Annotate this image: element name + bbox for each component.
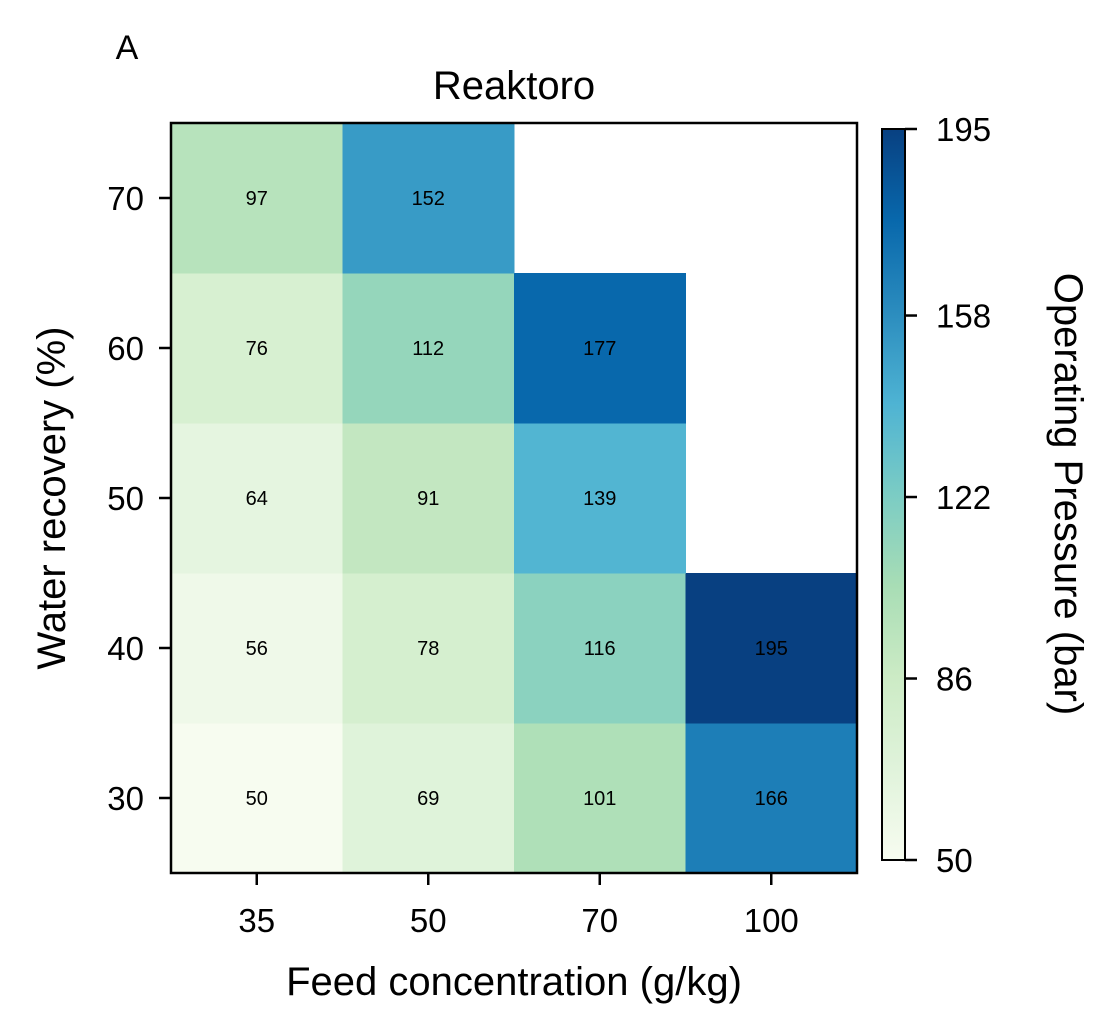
x-tick-label: 100 bbox=[744, 902, 799, 939]
heatmap-cell bbox=[342, 723, 515, 874]
x-tick-label: 35 bbox=[238, 902, 275, 939]
cell-value-label: 50 bbox=[246, 788, 268, 810]
x-axis-ticks: 35 50 70 100 bbox=[238, 873, 799, 939]
colorbar-label: Operating Pressure (bar) bbox=[1046, 273, 1090, 715]
heatmap-cells bbox=[171, 123, 858, 874]
cell-value-label: 91 bbox=[417, 488, 439, 510]
colorbar-tick-label: 195 bbox=[936, 111, 991, 148]
heatmap-cell bbox=[171, 123, 343, 274]
cell-value-label: 101 bbox=[583, 788, 616, 810]
heatmap-cell bbox=[171, 423, 343, 574]
cell-value-label: 69 bbox=[417, 788, 439, 810]
colorbar bbox=[881, 128, 906, 861]
heatmap-cell bbox=[342, 123, 515, 274]
y-axis-label: Water recovery (%) bbox=[30, 326, 74, 669]
y-tick-label: 70 bbox=[107, 180, 144, 217]
cell-value-label: 152 bbox=[412, 188, 445, 210]
heatmap-cell bbox=[514, 273, 686, 424]
heatmap-cell bbox=[514, 723, 686, 874]
heatmap-cell bbox=[514, 423, 686, 574]
cell-labels: 50 69 101 166 56 78 116 195 64 91 139 76 112 177 97 152 bbox=[246, 188, 788, 810]
cell-value-label: 195 bbox=[755, 638, 788, 660]
cell-value-label: 64 bbox=[246, 488, 268, 510]
cell-value-label: 78 bbox=[417, 638, 439, 660]
panel-label: A bbox=[116, 29, 139, 67]
cell-value-label: 97 bbox=[246, 188, 268, 210]
y-axis-ticks: 30 40 50 60 70 bbox=[107, 180, 171, 817]
cell-value-label: 116 bbox=[584, 638, 616, 660]
colorbar-ticks: 50 86 122 158 195 bbox=[905, 111, 991, 879]
heatmap-cell bbox=[685, 723, 858, 874]
x-tick-label: 50 bbox=[410, 902, 447, 939]
chart-title: Reaktoro bbox=[433, 64, 595, 108]
cell-value-label: 177 bbox=[583, 338, 616, 360]
cell-value-label: 139 bbox=[583, 488, 616, 510]
colorbar-tick-label: 158 bbox=[936, 298, 991, 335]
cell-value-label: 76 bbox=[246, 338, 268, 360]
colorbar-tick-label: 86 bbox=[936, 661, 973, 698]
y-tick-label: 50 bbox=[107, 480, 144, 517]
cell-value-label: 166 bbox=[755, 788, 788, 810]
colorbar-tick-label: 50 bbox=[936, 842, 973, 879]
y-tick-label: 60 bbox=[107, 330, 144, 367]
y-tick-label: 40 bbox=[107, 630, 144, 667]
heatmap-cell bbox=[171, 723, 343, 874]
heatmap-cell bbox=[171, 573, 343, 724]
x-axis-label: Feed concentration (g/kg) bbox=[286, 960, 742, 1004]
colorbar-tick-label: 122 bbox=[936, 479, 991, 516]
heatmap-cell bbox=[342, 273, 515, 424]
cell-value-label: 56 bbox=[246, 638, 268, 660]
cell-value-label: 112 bbox=[412, 338, 444, 360]
heatmap-cell bbox=[342, 573, 515, 724]
heatmap-cell bbox=[685, 573, 858, 724]
x-tick-label: 70 bbox=[581, 902, 618, 939]
heatmap-cell bbox=[514, 573, 686, 724]
heatmap-cell bbox=[342, 423, 515, 574]
y-tick-label: 30 bbox=[107, 780, 144, 817]
heatmap-cell bbox=[171, 273, 343, 424]
